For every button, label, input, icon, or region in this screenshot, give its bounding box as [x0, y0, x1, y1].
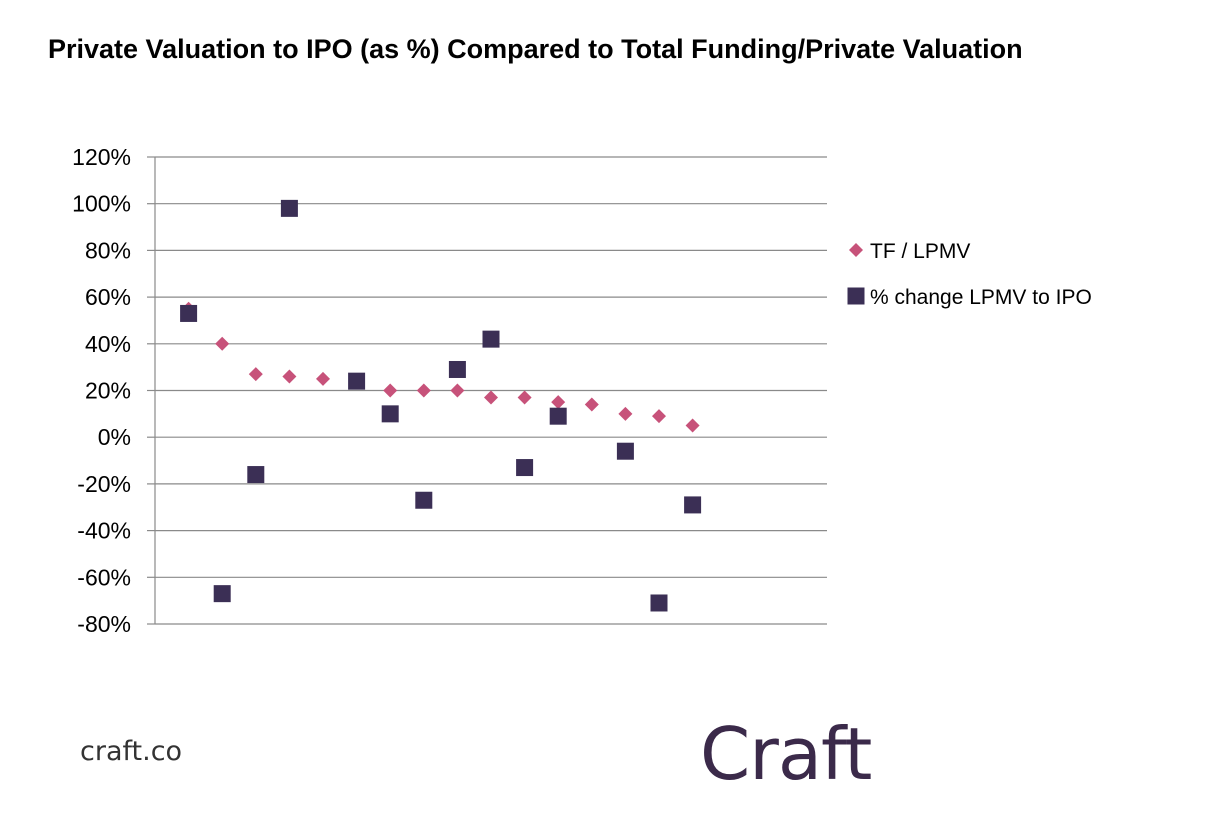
legend-label: % change LPMV to IPO — [870, 286, 1092, 309]
legend: TF / LPMV % change LPMV to IPO — [847, 240, 1092, 309]
tf-lpmv-point — [584, 397, 599, 412]
pct-change-point — [516, 459, 534, 477]
pct-change-point — [650, 594, 668, 612]
tf-lpmv-point — [416, 383, 431, 398]
tf-lpmv-point — [618, 406, 633, 421]
tf-lpmv-point — [517, 390, 532, 405]
legend-marker — [847, 287, 865, 305]
y-tick-label: -80% — [77, 611, 131, 637]
y-axis — [147, 156, 156, 625]
pct-change-point — [381, 405, 399, 423]
chart-title: Private Valuation to IPO (as %) Compared… — [48, 34, 1023, 64]
y-tick-label: 0% — [98, 424, 131, 450]
pct-change-point — [213, 585, 231, 603]
tf-lpmv-point — [282, 369, 297, 384]
tf-lpmv-point — [652, 409, 666, 424]
pct-change-point — [684, 496, 702, 514]
pct-change-point — [247, 466, 265, 484]
grid-lines — [155, 156, 827, 625]
pct-change-point — [616, 442, 634, 460]
y-tick-label: 100% — [72, 191, 131, 217]
y-tick-labels: 120% 100% 80% 60% 40% 20% 0% -20% -40% -60% -80% — [72, 144, 131, 637]
tf-lpmv-point — [383, 383, 398, 398]
pct-change-point — [448, 360, 466, 378]
pct-change-point — [415, 491, 433, 509]
y-tick-label: -60% — [77, 564, 131, 590]
tf-lpmv-point — [450, 383, 465, 398]
tf-lpmv-point — [484, 390, 498, 405]
y-tick-label: 80% — [85, 237, 131, 263]
tf-lpmv-point — [215, 336, 230, 351]
brand-logo: Craft — [700, 712, 872, 796]
y-tick-label: 40% — [85, 331, 131, 357]
data-points — [180, 199, 702, 612]
footer-url: craft.co — [80, 736, 183, 767]
y-tick-label: 60% — [85, 284, 131, 310]
pct-change-point — [348, 372, 366, 390]
legend-label: TF / LPMV — [870, 240, 970, 263]
pct-change-point — [482, 330, 500, 348]
y-tick-label: 120% — [72, 144, 131, 170]
pct-change-point — [280, 199, 298, 217]
tf-lpmv-point — [551, 395, 566, 410]
tf-lpmv-point — [248, 367, 263, 382]
y-tick-label: 20% — [85, 378, 131, 404]
tf-lpmv-point — [685, 418, 700, 433]
legend-marker — [849, 243, 863, 257]
pct-change-point — [180, 304, 198, 322]
tf-lpmv-point — [316, 371, 330, 386]
y-tick-label: -40% — [77, 518, 131, 544]
y-tick-label: -20% — [77, 471, 131, 497]
pct-change-point — [549, 407, 567, 425]
